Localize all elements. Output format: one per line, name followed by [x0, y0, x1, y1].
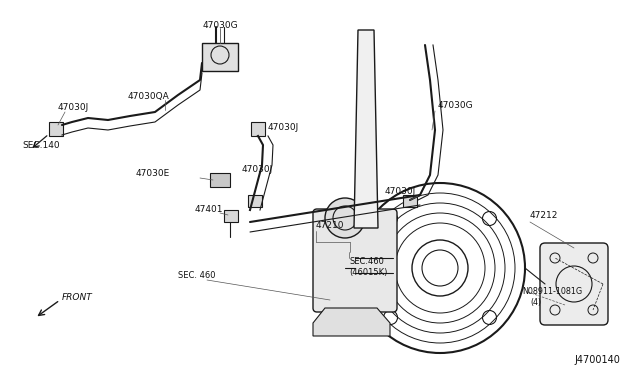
- Bar: [251, 122, 265, 136]
- Circle shape: [325, 198, 365, 238]
- Text: J4700140: J4700140: [574, 355, 620, 365]
- Text: 47030G: 47030G: [438, 102, 474, 110]
- Bar: [248, 195, 262, 207]
- Bar: [210, 173, 230, 187]
- Text: N08911-1081G: N08911-1081G: [522, 288, 582, 296]
- FancyBboxPatch shape: [313, 209, 397, 312]
- Text: 47030QA: 47030QA: [128, 92, 170, 100]
- Bar: [49, 122, 63, 136]
- Polygon shape: [545, 248, 603, 320]
- Text: 47401: 47401: [195, 205, 223, 214]
- Text: 47030E: 47030E: [136, 170, 170, 179]
- Text: 47030J: 47030J: [242, 166, 273, 174]
- FancyBboxPatch shape: [540, 243, 608, 325]
- Text: 47212: 47212: [530, 212, 558, 221]
- Text: FRONT: FRONT: [62, 294, 93, 302]
- Text: (46015K): (46015K): [349, 269, 387, 278]
- Polygon shape: [313, 308, 390, 336]
- Text: SEC.460: SEC.460: [349, 257, 384, 266]
- Text: SEC. 460: SEC. 460: [178, 272, 216, 280]
- Text: 47030G: 47030G: [202, 20, 238, 29]
- Text: 47030J: 47030J: [268, 124, 300, 132]
- Text: SEC.140: SEC.140: [22, 141, 60, 151]
- Bar: [202, 43, 238, 71]
- Text: 47030J: 47030J: [58, 103, 89, 112]
- Text: 47210: 47210: [316, 221, 344, 230]
- Bar: [224, 210, 238, 222]
- Text: 47030J: 47030J: [385, 187, 416, 196]
- Bar: [403, 195, 417, 207]
- Text: (4): (4): [530, 298, 541, 308]
- Polygon shape: [354, 30, 378, 228]
